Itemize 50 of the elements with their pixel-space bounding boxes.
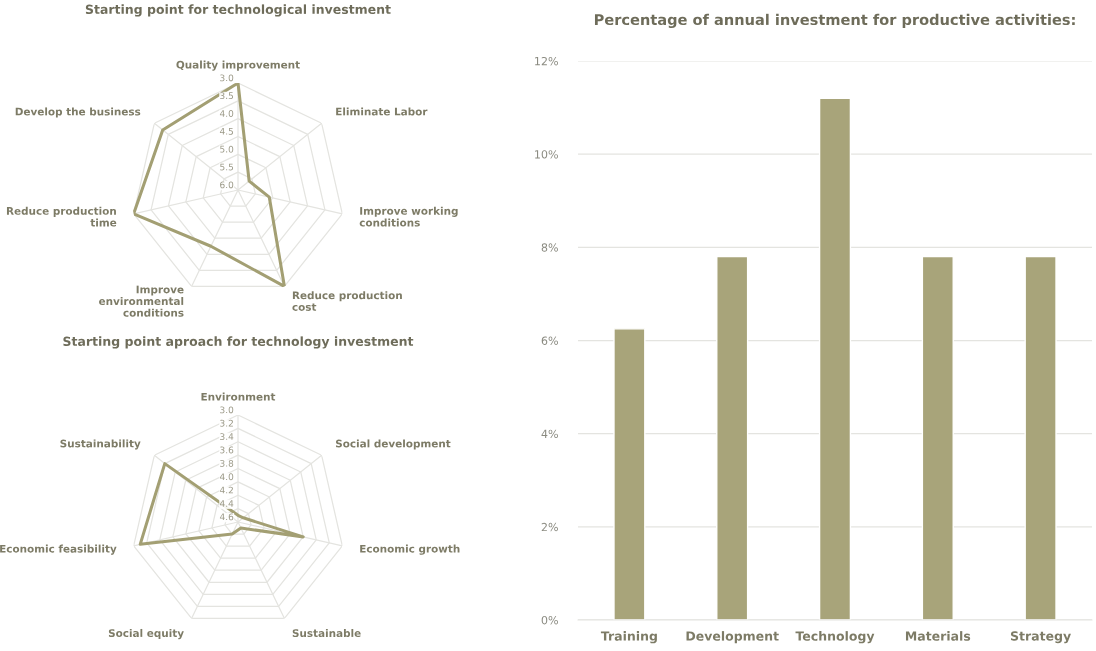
chart-title: Percentage of annual investment for productive activities: (594, 13, 1075, 29)
spoke-label: Social development (335, 439, 451, 450)
spoke-label: Social equity (108, 628, 184, 640)
y-tick-label: 3.8 (220, 459, 234, 467)
y-tick-label: 3.0 (220, 74, 234, 82)
x-tick-label: Technology (795, 631, 875, 644)
y-tick-label: 3.2 (220, 419, 233, 427)
y-tick-label: 2% (541, 522, 558, 532)
y-tick-label: 8% (541, 243, 558, 252)
bar (1024, 255, 1057, 620)
bar (613, 328, 646, 620)
spoke-label: Sustainability (60, 439, 141, 450)
spoke-label: Reduce production cost (292, 291, 402, 311)
x-tick-label: Strategy (1010, 631, 1071, 644)
spoke-label: Improve environmental conditions (99, 285, 184, 317)
y-tick-label: 10% (535, 150, 558, 159)
y-tick-label: 6% (541, 336, 558, 345)
y-tick-label: 5.5 (220, 163, 234, 171)
bar (716, 255, 749, 620)
y-tick-label: 5.0 (220, 145, 234, 153)
chart-title: Starting point aproach for technology investment (63, 336, 414, 349)
spoke-label: Reduce production time (6, 206, 117, 227)
bar (921, 255, 954, 620)
y-tick-label: 3.4 (220, 433, 234, 440)
y-tick-label: 12% (535, 56, 558, 66)
x-tick-label: Training (600, 631, 657, 644)
y-tick-label: 3.6 (220, 446, 234, 454)
spoke-label: Economic feasibility (0, 544, 117, 555)
y-tick-label: 3.5 (220, 92, 234, 100)
y-tick-label: 4.2 (219, 486, 233, 494)
y-tick-label: 3.0 (220, 406, 234, 414)
chart-title: Starting point for technological investment (85, 4, 391, 17)
y-tick-label: 4.0 (219, 110, 234, 117)
y-tick-label: 4.5 (219, 128, 234, 135)
y-tick-label: 4.6 (219, 513, 234, 521)
spoke-label: Economic growth (360, 544, 460, 555)
spoke-label: Eliminate Labor (336, 107, 428, 116)
spoke-label: Develop the business (15, 107, 141, 118)
y-tick-label: 0% (541, 615, 558, 625)
y-tick-label: 4.0 (219, 473, 234, 481)
spoke-label: Improve working conditions (359, 206, 458, 227)
x-tick-label: Development (686, 631, 779, 644)
bar (818, 97, 852, 620)
y-tick-label: 6.0 (220, 181, 234, 189)
y-tick-label: 4.4 (219, 500, 234, 507)
spoke-label: Quality improvement (176, 60, 300, 71)
x-tick-label: Materials (905, 631, 971, 641)
spoke-label: Sustainable (292, 629, 361, 638)
y-tick-label: 4% (541, 429, 558, 439)
spoke-label: Environment (201, 392, 276, 401)
